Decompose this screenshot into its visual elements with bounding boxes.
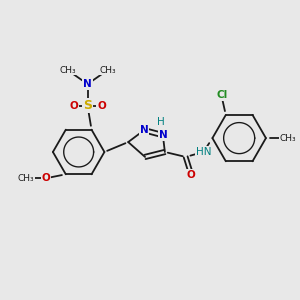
Text: N: N [140,125,148,135]
Text: O: O [186,170,195,180]
Text: CH₃: CH₃ [18,174,34,183]
Text: S: S [83,99,92,112]
Text: O: O [97,101,106,111]
Text: H: H [157,117,165,127]
Text: CH₃: CH₃ [99,66,116,75]
Text: CH₃: CH₃ [59,66,76,75]
Text: N: N [83,79,92,89]
Text: O: O [42,173,50,183]
Text: CH₃: CH₃ [279,134,296,142]
Text: Cl: Cl [216,90,227,100]
Text: N: N [158,130,167,140]
Text: HN: HN [196,147,211,157]
Text: O: O [69,101,78,111]
